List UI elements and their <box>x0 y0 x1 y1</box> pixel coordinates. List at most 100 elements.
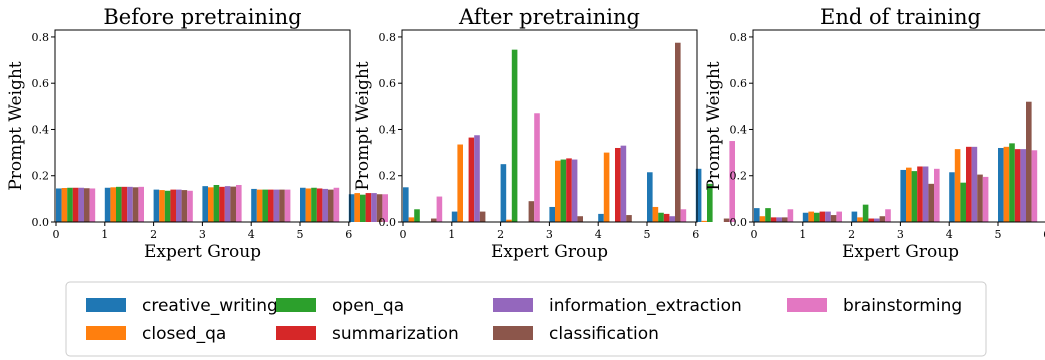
bar-information_extraction-group-5 <box>322 188 328 222</box>
bar-summarization-group-3 <box>566 158 572 222</box>
x-tick-label: 1 <box>448 228 455 241</box>
bar-classification-group-3 <box>928 183 934 222</box>
bar-information_extraction-group-1 <box>474 135 480 222</box>
bar-closed_qa-group-3 <box>906 167 912 222</box>
bar-closed_qa-group-5 <box>652 206 659 222</box>
bar-creative_writing-group-6 <box>348 194 355 222</box>
chart-panels: Before pretraining 0.0 0.2 0.4 0.6 0.8 0 1 2 3 4 5 6… <box>6 5 1045 262</box>
y-tick-label: 0.6 <box>379 77 397 90</box>
legend-label-summarization: summarization <box>332 324 459 344</box>
bar-open_qa-group-5 <box>658 212 664 222</box>
bar-creative_writing-group-4 <box>598 213 604 222</box>
bar-classification-group-5 <box>675 42 681 222</box>
legend-frame <box>65 281 987 357</box>
bar-closed_qa-group-5 <box>305 188 312 222</box>
bar-creative_writing-group-2 <box>500 164 507 222</box>
y-axis-label: Prompt Weight <box>704 61 724 190</box>
bar-creative_writing-group-4 <box>949 172 955 222</box>
bar-creative_writing-group-0 <box>56 188 62 222</box>
bar-information_extraction-group-3 <box>224 186 231 222</box>
bar-summarization-group-5 <box>663 213 670 222</box>
bar-creative_writing-group-5 <box>300 187 306 222</box>
bar-creative_writing-group-2 <box>851 211 858 222</box>
bar-open_qa-group-2 <box>164 190 171 222</box>
bar-closed_qa-group-0 <box>759 216 766 222</box>
bar-brainstorming-group-3 <box>236 184 242 222</box>
x-tick-label: 5 <box>297 228 304 241</box>
bar-closed_qa-group-4 <box>603 152 610 222</box>
bar-summarization-group-3 <box>219 186 225 222</box>
bar-classification-group-4 <box>279 189 285 222</box>
bar-brainstorming-group-2 <box>187 190 193 222</box>
chart-panel-1: After pretraining 0.0 0.2 0.4 0.6 0.8 0 1 2 3 4 5 6 E… <box>353 5 735 262</box>
bar-brainstorming-group-0 <box>436 196 443 222</box>
bar-closed_qa-group-4 <box>954 149 961 222</box>
legend-label-open_qa: open_qa <box>332 296 404 316</box>
plot-frame <box>401 29 698 223</box>
x-tick-label: 4 <box>248 228 255 241</box>
bar-creative_writing-group-4 <box>251 188 257 222</box>
x-axis-label: Expert Group <box>491 242 608 262</box>
bar-classification-group-1 <box>830 215 837 222</box>
bar-information_extraction-group-5 <box>1020 149 1026 222</box>
bar-open_qa-group-1 <box>116 186 122 222</box>
bar-open_qa-group-3 <box>560 159 567 222</box>
bar-closed_qa-group-6 <box>701 220 707 222</box>
bar-information_extraction-group-4 <box>620 145 627 222</box>
bar-brainstorming-group-1 <box>138 186 144 222</box>
legend-swatch-open_qa <box>276 298 316 312</box>
x-tick-label: 4 <box>946 228 953 241</box>
y-tick-label: 0.0 <box>32 216 50 229</box>
bar-brainstorming-group-4 <box>982 176 989 222</box>
bar-summarization-group-1 <box>468 137 475 222</box>
bar-closed_qa-group-1 <box>457 144 463 222</box>
bar-closed_qa-group-4 <box>256 189 263 222</box>
bar-creative_writing-group-2 <box>153 189 160 222</box>
bar-information_extraction-group-4 <box>971 146 978 222</box>
bar-creative_writing-group-3 <box>202 186 208 222</box>
bar-classification-group-4 <box>977 174 983 222</box>
bar-open_qa-group-3 <box>213 184 220 222</box>
legend-swatch-creative_writing <box>86 298 126 312</box>
bar-open_qa-group-0 <box>414 209 420 222</box>
bar-information_extraction-group-2 <box>176 189 182 222</box>
x-tick-label: 6 <box>1043 228 1045 241</box>
legend-swatch-summarization <box>276 326 316 340</box>
x-tick-label: 1 <box>799 228 806 241</box>
bar-information_extraction-group-5 <box>669 216 675 222</box>
y-tick-label: 0.4 <box>32 123 50 136</box>
y-tick-label: 0.0 <box>379 216 397 229</box>
bar-brainstorming-group-2 <box>885 209 891 222</box>
legend-swatch-brainstorming <box>787 298 827 312</box>
y-tick-label: 0.8 <box>730 31 748 44</box>
bar-closed_qa-group-1 <box>110 187 116 222</box>
x-tick-label: 6 <box>345 228 352 241</box>
y-tick-label: 0.8 <box>379 31 397 44</box>
chart-title: End of training <box>820 5 981 29</box>
bar-open_qa-group-1 <box>814 212 820 222</box>
x-tick-label: 3 <box>546 228 553 241</box>
x-axis-label: Expert Group <box>144 242 261 262</box>
bar-open_qa-group-2 <box>511 49 518 222</box>
y-tick-label: 0.4 <box>730 123 748 136</box>
bar-closed_qa-group-5 <box>1003 146 1010 222</box>
bar-brainstorming-group-2 <box>534 113 540 222</box>
bar-open_qa-group-6 <box>360 194 366 222</box>
bar-open_qa-group-5 <box>311 187 317 222</box>
legend-label-creative_writing: creative_writing <box>142 296 278 316</box>
bar-summarization-group-2 <box>170 189 176 222</box>
x-tick-label: 2 <box>497 228 504 241</box>
x-tick-label: 3 <box>199 228 206 241</box>
bar-brainstorming-group-0 <box>89 188 96 222</box>
bar-closed_qa-group-2 <box>857 217 863 222</box>
bar-classification-group-1 <box>132 187 139 222</box>
legend-label-classification: classification <box>549 324 659 344</box>
bar-open_qa-group-6 <box>707 183 713 222</box>
bar-information_extraction-group-4 <box>273 189 280 222</box>
bar-brainstorming-group-6 <box>729 141 735 222</box>
legend-label-information_extraction: information_extraction <box>549 296 742 316</box>
chart-panel-2: End of training 0.0 0.2 0.4 0.6 0.8 0 1 2 3 4 5 6 Exp… <box>704 5 1045 262</box>
bar-classification-group-0 <box>782 217 788 222</box>
bar-summarization-group-1 <box>819 211 826 222</box>
bar-open_qa-group-4 <box>262 189 268 222</box>
